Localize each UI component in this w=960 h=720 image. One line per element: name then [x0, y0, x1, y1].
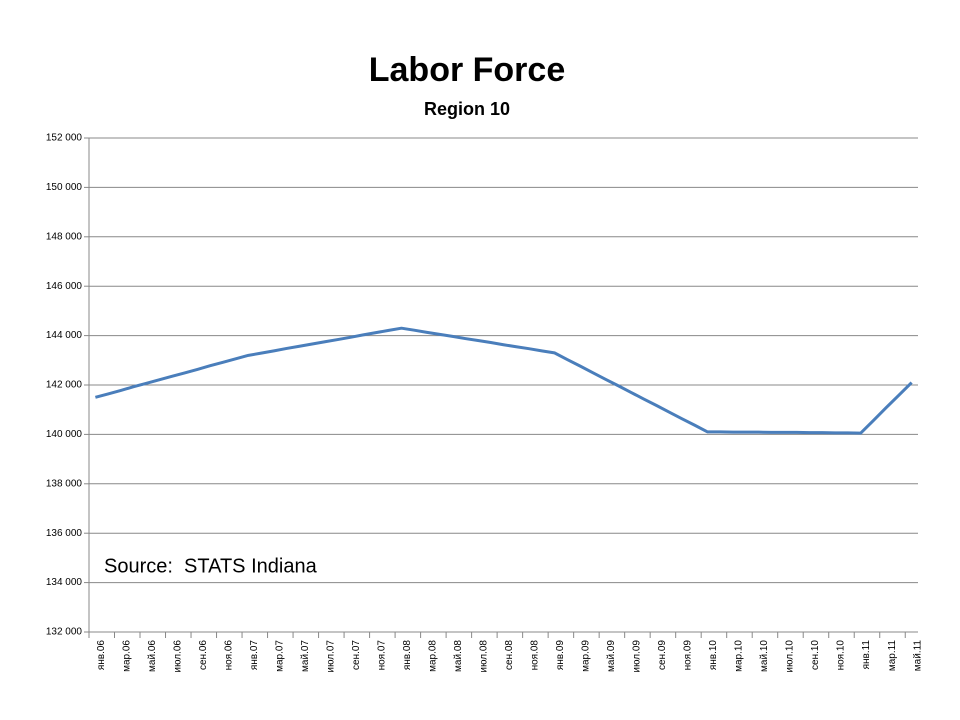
x-tick-label: июл.09 — [632, 640, 643, 673]
x-tick-label: ноя.08 — [530, 640, 541, 671]
x-tick-label: май.07 — [300, 640, 311, 672]
x-tick-label: июл.06 — [173, 640, 184, 673]
y-tick-label: 146 000 — [46, 281, 83, 292]
x-tick-label: мар.09 — [581, 640, 592, 672]
x-tick-label: июл.08 — [479, 640, 490, 673]
y-tick-label: 140 000 — [46, 429, 83, 440]
x-tick-label: янв.10 — [708, 640, 719, 671]
chart-title: Labor Force — [369, 51, 565, 89]
y-tick-label: 142 000 — [46, 380, 83, 391]
x-tick-label: сен.07 — [351, 640, 362, 670]
x-tick-label: ноя.07 — [377, 640, 388, 671]
x-tick-label: сен.08 — [504, 640, 515, 670]
x-tick-label: ноя.10 — [836, 640, 847, 671]
x-tick-label: янв.08 — [402, 640, 413, 671]
data-line — [94, 326, 913, 435]
y-tick-label: 150 000 — [46, 182, 83, 193]
y-tick-label: 132 000 — [46, 627, 83, 638]
x-tick-label: мар.10 — [734, 640, 745, 672]
x-tick-label: янв.06 — [96, 640, 107, 671]
x-tick-label: янв.07 — [249, 640, 260, 671]
x-tick-label: янв.09 — [555, 640, 566, 671]
x-tick-label: июл.10 — [785, 640, 796, 673]
x-tick-label: мар.08 — [428, 640, 439, 672]
x-tick-label: сен.09 — [657, 640, 668, 670]
x-tick-label: янв.11 — [861, 640, 872, 670]
y-tick-label: 144 000 — [46, 330, 83, 341]
y-tick-label: 152 000 — [46, 133, 83, 144]
chart-subtitle: Region 10 — [424, 99, 510, 119]
x-tick-label: июл.07 — [326, 640, 337, 673]
x-tick-label: май.06 — [147, 640, 158, 672]
x-tick-label: ноя.09 — [683, 640, 694, 671]
x-tick-label: май.11 — [912, 640, 923, 672]
y-tick-label: 134 000 — [46, 577, 83, 588]
x-tick-label: май.08 — [453, 640, 464, 672]
y-tick-label: 136 000 — [46, 528, 83, 539]
y-tick-label: 148 000 — [46, 231, 83, 242]
x-tick-label: сен.10 — [810, 640, 821, 670]
x-tick-label: мар.07 — [275, 640, 286, 672]
x-tick-label: мар.11 — [887, 640, 898, 672]
x-tick-label: мар.06 — [122, 640, 133, 672]
x-tick-label: сен.06 — [198, 640, 209, 670]
x-tick-label: май.10 — [759, 640, 770, 672]
y-tick-label: 138 000 — [46, 478, 83, 489]
x-tick-label: май.09 — [606, 640, 617, 672]
x-tick-label: ноя.06 — [224, 640, 235, 671]
source-annotation: Source: STATS Indiana — [104, 555, 318, 577]
